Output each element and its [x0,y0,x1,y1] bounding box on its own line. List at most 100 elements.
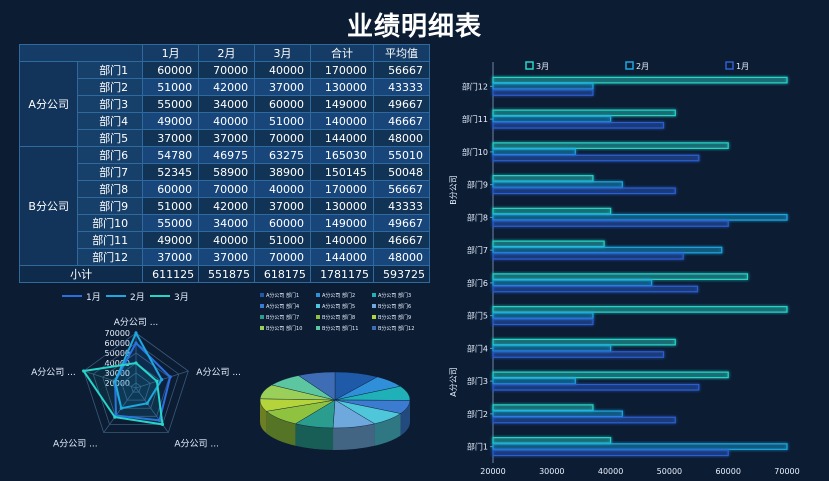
pie-slice [334,399,411,414]
bar-3月-部门1 [492,437,612,444]
value-cell: 149000 [309,95,375,113]
pie-slice [294,399,336,429]
bar-1月-部门3 [492,383,700,391]
bar-legend-label: 3月 [536,62,549,71]
dept-cell: 部门8 [77,180,144,198]
value-cell: 37000 [142,129,200,147]
bar-2月-部门5 [492,312,594,319]
radar-tick-label: 50000 [105,349,130,358]
radar-point [114,413,118,418]
bar-category-label: 部门2 [467,409,488,419]
radar-point [145,401,149,405]
value-cell: 60000 [254,95,311,113]
value-cell: 60000 [142,180,200,198]
bar-3月-部门2 [492,404,594,411]
pie-legend-swatch [316,326,320,330]
pie-legend-swatch [260,304,264,308]
value-cell: 46667 [373,112,430,130]
value-cell: 42000 [198,197,255,215]
bar-3月-部门11 [492,109,676,117]
dept-cell: 部门2 [77,78,144,96]
pie-slice [298,371,336,401]
pie-slice-side [333,423,375,450]
pie-legend-swatch [372,304,376,308]
radar-axis [103,387,137,433]
table-row: 部门8 60000 70000 40000 170000 56667 [20,180,430,198]
total-label: 小计 [18,265,144,283]
pie-legend-label: A分公司 部门1 [266,292,299,299]
value-cell: 49000 [142,112,200,130]
radar-series-3月 [81,361,164,426]
bar-1月-部门8 [492,220,729,227]
bar-2月-部门8 [492,213,788,221]
radar-axis [135,387,169,433]
bar-category-label: 部门7 [467,245,488,255]
pie-legend-swatch [316,315,320,319]
table-row: 部门2 51000 42000 37000 130000 43333 [20,78,430,96]
value-cell: 40000 [198,231,255,249]
bar-x-tick: 60000 [715,467,740,476]
value-cell: 130000 [309,78,375,96]
total-cell: 618175 [254,265,311,283]
value-cell: 55000 [142,214,200,232]
radar-point [134,331,138,335]
pie-legend-label: B分公司 部门7 [266,314,299,321]
pie-legend-swatch [372,326,376,330]
pie-legend-swatch [260,315,264,319]
bar-2月-部门7 [492,246,723,254]
value-cell: 52345 [142,163,200,181]
bar-2月-部门3 [492,377,576,385]
bar-3月-部门9 [492,175,594,182]
bar-x-tick: 30000 [539,467,564,476]
value-cell: 144000 [309,248,375,266]
radar-grid-ring [111,362,161,409]
value-cell: 46975 [198,146,255,164]
value-cell: 58900 [198,163,255,181]
pie-slice-side [374,413,401,446]
table-row: 部门4 49000 40000 51000 140000 46667 [20,112,430,130]
pie-slice [334,376,401,401]
value-cell: 140000 [309,112,375,130]
value-cell: 43333 [373,197,430,215]
total-cell: 611125 [142,265,200,283]
radar-grid-ring [83,332,189,433]
radar-tick-label: 20000 [105,379,130,388]
bar-category-label: 部门5 [467,311,488,321]
table-row: 部门12 37000 37000 70000 144000 48000 [20,248,430,266]
value-cell: 48000 [373,129,430,147]
pie-legend-label: A分公司 部门5 [322,303,355,310]
radar-grid-ring [92,342,180,425]
value-cell: 170000 [309,61,375,79]
pie-slice [259,398,336,412]
pie-slice [334,399,402,424]
bar-1月-部门7 [492,252,684,260]
bar-category-label: 部门6 [467,278,488,288]
radar-axis-label: A分公司 ... [196,367,241,378]
bar-3月-部门5 [492,306,788,313]
bar-category-label: 部门3 [467,376,488,386]
value-cell: 46667 [373,231,430,249]
dept-cell: 部门12 [77,248,144,266]
radar-axis-label: A分公司 ... [31,367,76,378]
value-cell: 70000 [198,180,255,198]
radar-point [134,361,138,365]
radar-tick-label: 40000 [105,359,130,368]
bar-category-label: 部门12 [462,81,488,91]
bar-group-label: A分公司 [449,367,458,396]
dept-cell: 部门9 [77,197,144,215]
dept-cell: 部门10 [77,214,144,232]
radar-axis [135,370,189,389]
bar-2月-部门1 [492,443,788,450]
pie-slice-side [400,400,410,436]
value-cell: 37000 [254,78,311,96]
value-cell: 55010 [373,146,430,164]
bar-1月-部门6 [492,285,699,293]
value-cell: 170000 [309,180,375,198]
radar-series-1月 [114,341,172,422]
pie-legend-swatch [372,293,376,297]
dept-cell: 部门3 [77,95,144,113]
dept-cell: 部门11 [77,231,144,249]
bar-x-tick: 70000 [774,467,799,476]
radar-point [160,378,164,382]
bar-legend-swatch [725,61,734,70]
